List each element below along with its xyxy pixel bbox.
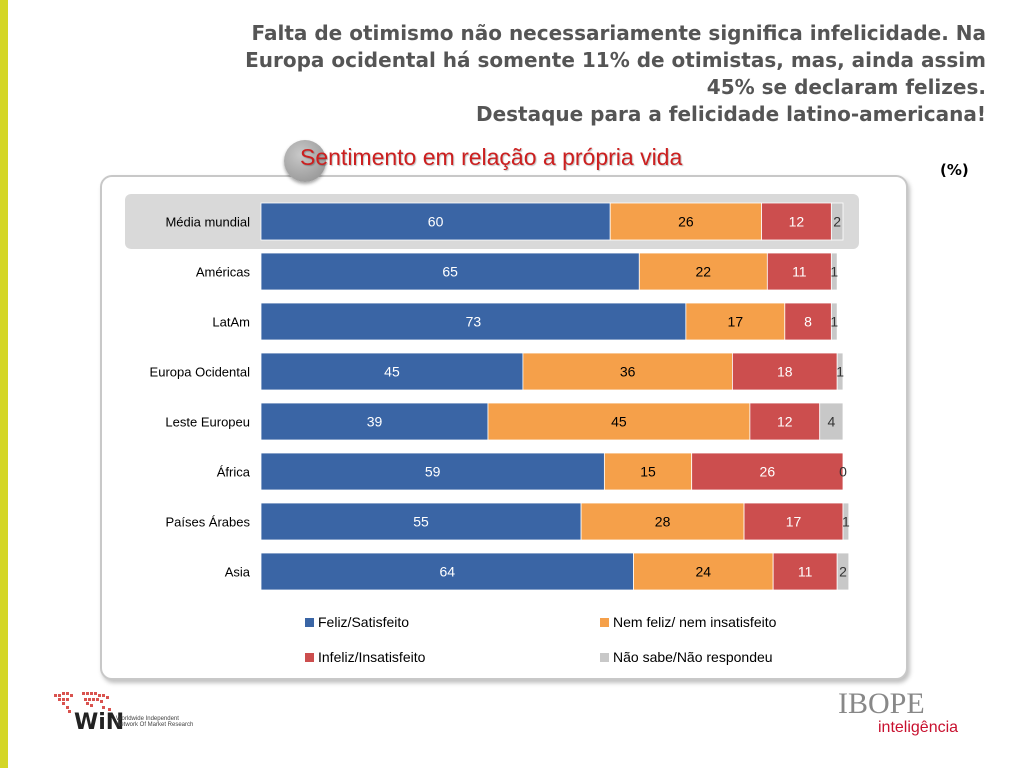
bar-segment [260, 252, 640, 291]
headline-line-4: Destaque para a felicidade latino-americ… [475, 102, 986, 126]
bar-segment [580, 502, 745, 541]
data-label: 18 [777, 364, 793, 380]
bar-segment [784, 302, 832, 341]
bar-segment [836, 352, 844, 391]
data-label: 11 [798, 564, 813, 580]
bar-segment [260, 452, 605, 491]
data-label: 1 [830, 314, 838, 330]
data-label: 64 [439, 564, 455, 580]
category-label: Europa Ocidental [150, 365, 251, 380]
data-label: 1 [836, 364, 844, 380]
data-label: 4 [827, 414, 835, 430]
data-label: 1 [830, 264, 838, 280]
bar-segment [260, 402, 489, 441]
bar-segment [522, 352, 733, 391]
bar-segment [487, 402, 751, 441]
data-label: 65 [442, 264, 458, 280]
bar-segment [819, 402, 844, 441]
bar-segment [260, 302, 687, 341]
data-label: 45 [611, 414, 627, 430]
bar-segment [633, 552, 774, 591]
data-label: 26 [678, 214, 694, 230]
bar-segment [260, 502, 582, 541]
bar-segment [766, 252, 832, 291]
data-label: 55 [413, 514, 429, 530]
data-label: 36 [620, 364, 636, 380]
bar-segment [260, 552, 634, 591]
bar-segment [732, 352, 838, 391]
unit-label: (%) [940, 161, 969, 179]
bar-segment [830, 202, 844, 241]
data-label: 8 [804, 314, 812, 330]
bar-segment [260, 202, 611, 241]
win-tagline: Worldwide Independent Network Of Market … [116, 716, 194, 728]
data-label: 12 [789, 214, 805, 230]
slide-headline: Falta de otimismo não necessariamente si… [126, 20, 986, 128]
bar-segment [685, 302, 786, 341]
data-label: 1 [842, 514, 850, 530]
data-label: 24 [696, 564, 712, 580]
category-label: LatAm [212, 315, 250, 330]
data-label: 11 [792, 264, 807, 280]
category-label: África [217, 465, 251, 480]
bar-segment [609, 202, 762, 241]
bar-segment [743, 502, 844, 541]
data-label: 59 [425, 464, 441, 480]
headline-line-3: 45% se declaram felizes. [706, 75, 986, 99]
category-label: Leste Europeu [165, 415, 250, 430]
data-label: 39 [367, 414, 383, 430]
category-label: Média mundial [165, 215, 250, 230]
data-label: 17 [728, 314, 744, 330]
data-label: 45 [384, 364, 400, 380]
bar-segment [830, 302, 838, 341]
data-label: 12 [777, 414, 793, 430]
bar-segment [638, 252, 768, 291]
chart-title: Sentimento em relação a própria vida [300, 144, 683, 170]
category-label: Américas [196, 265, 251, 280]
bar-segment [842, 502, 850, 541]
data-label: 22 [696, 264, 712, 280]
bar-segment [761, 202, 832, 241]
data-label: 0 [839, 464, 847, 480]
data-label: 26 [760, 464, 776, 480]
data-label: 2 [833, 214, 841, 230]
ibope-logo: IBOPE [838, 687, 925, 720]
data-label: 60 [428, 214, 444, 230]
headline-line-1: Falta de otimismo não necessariamente si… [251, 21, 987, 45]
bar-segment [836, 552, 850, 591]
ibope-logo-sub: inteligência [878, 719, 959, 736]
headline-line-2: Europa ocidental há somente 11% de otimi… [245, 48, 986, 72]
bar-segment [260, 352, 524, 391]
win-world-map-logo [54, 692, 111, 713]
data-label: 28 [655, 514, 671, 530]
title-circle-decoration [284, 140, 326, 182]
bar-segment [603, 452, 693, 491]
data-label: 15 [640, 464, 656, 480]
bar-segment [830, 252, 838, 291]
data-label: 17 [786, 514, 802, 530]
data-label: 73 [466, 314, 482, 330]
bar-segment [691, 452, 844, 491]
bar-segment [749, 402, 821, 441]
accent-side-bar [0, 0, 8, 768]
category-label: Asia [225, 565, 251, 580]
win-logo-text: WiN [74, 710, 125, 735]
category-label: Países Árabes [165, 515, 250, 530]
data-label: 2 [839, 564, 847, 580]
